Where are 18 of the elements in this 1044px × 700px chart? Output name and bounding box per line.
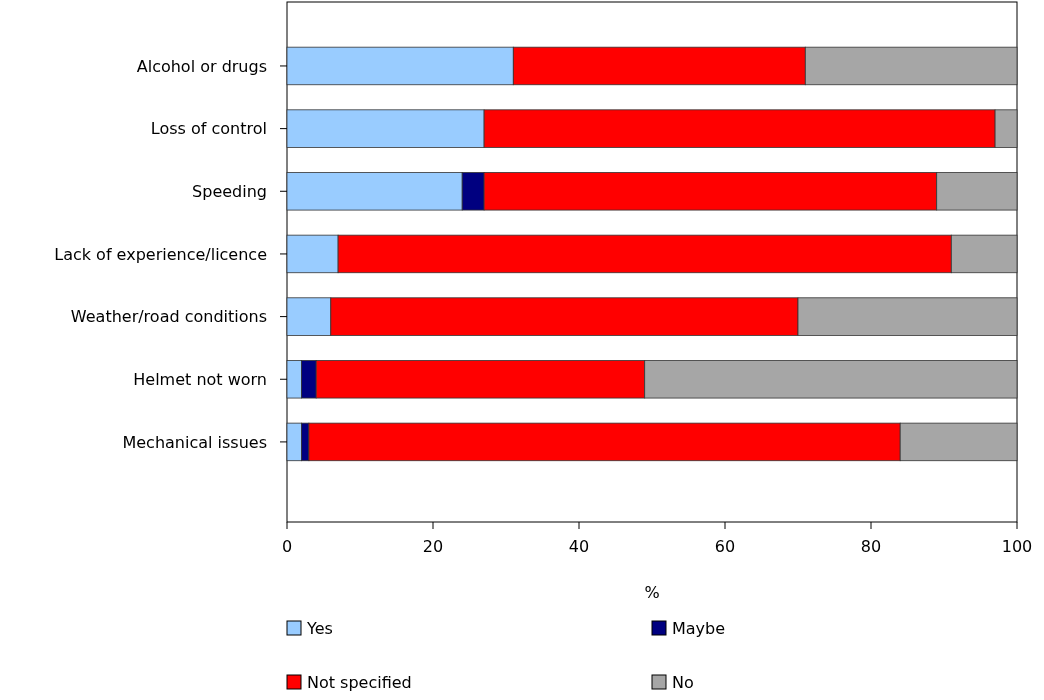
legend-label: Maybe — [672, 618, 726, 638]
x-tick-label: 40 — [568, 537, 590, 556]
y-tick-label: Speeding — [192, 181, 267, 201]
y-tick-label: Lack of experience/licence — [54, 244, 267, 264]
legend-label: Not specified — [307, 672, 412, 692]
y-tick-label: Weather/road conditions — [70, 307, 267, 327]
x-axis-title: % — [644, 583, 660, 602]
y-tick-label: Alcohol or drugs — [136, 56, 267, 76]
x-tick-label: 80 — [860, 537, 882, 556]
x-tick-label: 20 — [422, 537, 444, 556]
y-tick-label: Helmet not worn — [133, 369, 267, 389]
y-tick-label: Loss of control — [150, 119, 267, 139]
x-tick-label: 60 — [714, 537, 736, 556]
legend-label: No — [672, 672, 694, 692]
x-tick-label: 0 — [281, 537, 293, 556]
legend-label: Yes — [306, 618, 333, 638]
x-tick-label: 100 — [1001, 537, 1033, 556]
y-tick-label: Mechanical issues — [122, 432, 267, 452]
